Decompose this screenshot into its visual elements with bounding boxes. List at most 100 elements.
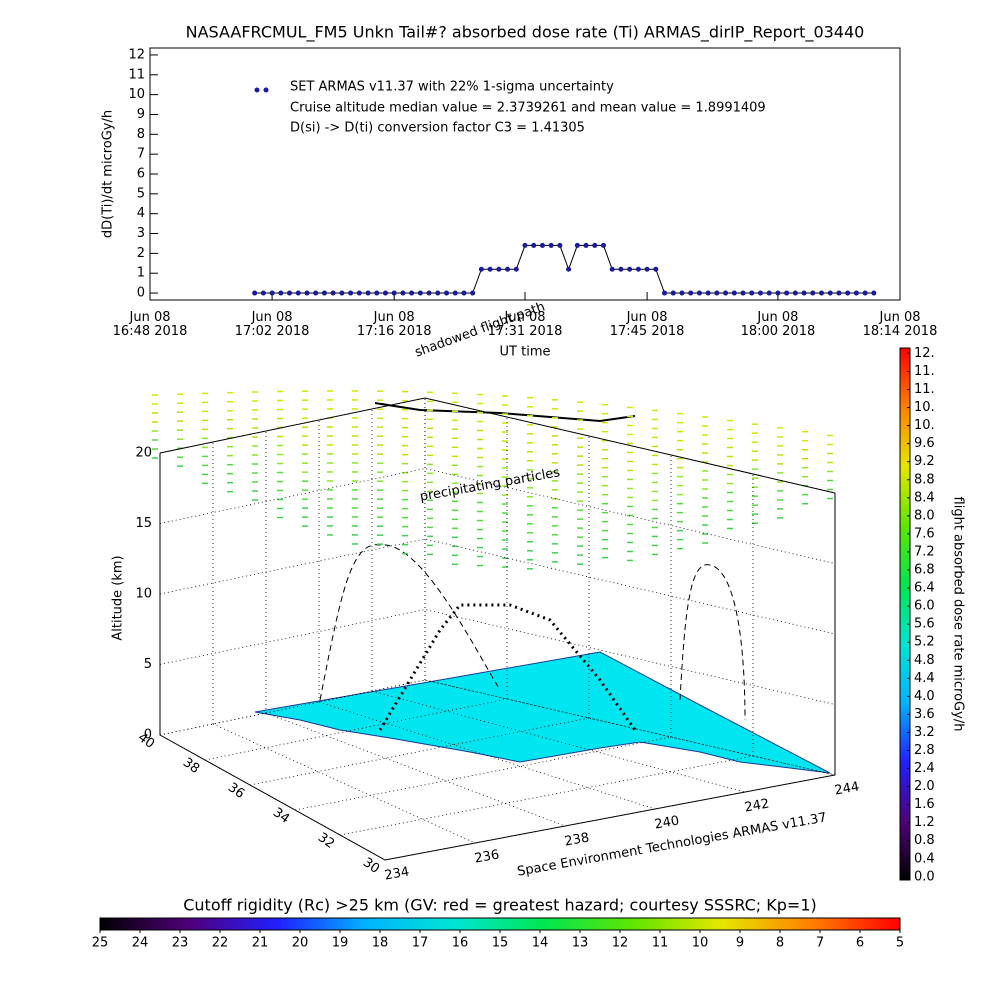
colorbar-tick-label: 9.6: [914, 436, 935, 451]
z-tick-label: 10: [135, 587, 152, 602]
data-point: [749, 290, 755, 296]
decoration: [152, 390, 833, 774]
data-point: [522, 242, 528, 248]
legend-note: Cruise altitude median value = 2.3739261…: [290, 101, 766, 116]
data-point: [644, 266, 650, 272]
data-point: [269, 290, 275, 296]
data-point: [731, 290, 737, 296]
y-tick-label: 5: [137, 186, 145, 201]
z-tick-label: 5: [144, 657, 152, 672]
x-tick-label: Jun 08 17:16 2018: [357, 310, 432, 339]
data-point: [836, 290, 842, 296]
colorbar-tick-label: 2.8: [914, 743, 935, 758]
data-point: [609, 266, 615, 272]
colorbar-tick-label: 7.2: [914, 544, 935, 559]
colorbar-tick-label: 6: [856, 936, 864, 951]
colorbar-tick-label: 0.4: [914, 851, 935, 866]
y-tick-label: 12: [128, 47, 145, 62]
colorbar-tick-label: 4.4: [914, 671, 935, 686]
data-point: [295, 290, 301, 296]
colorbar-tick-label: 3.2: [914, 725, 935, 740]
data-point: [435, 290, 441, 296]
lat-tick-label: 34: [270, 805, 292, 827]
colorbar-tick-label: 18: [372, 936, 389, 951]
x-axis-label: UT time: [500, 345, 551, 360]
colorbar-tick-label: 2.4: [914, 761, 935, 776]
colorbar-tick-label: 21: [252, 936, 269, 951]
data-point: [757, 290, 763, 296]
y-tick-label: 10: [128, 87, 145, 102]
colorbar-title: Cutoff rigidity (Rc) >25 km (GV: red = g…: [183, 896, 817, 915]
x-tick-label: Jun 08 17:45 2018: [610, 310, 685, 339]
data-point: [374, 290, 380, 296]
lat-tick-label: 38: [180, 755, 202, 777]
colorbar-tick-label: 2.0: [914, 779, 935, 794]
colorbar: [899, 347, 911, 881]
data-point: [566, 266, 572, 272]
y-tick-label: 8: [137, 127, 145, 142]
y-tick-label: 2: [137, 246, 145, 261]
colorbar-tick-label: 23: [172, 936, 189, 951]
colorbar-tick-label: 12: [612, 936, 629, 951]
annotation: precipitating particles: [419, 465, 562, 504]
colorbar-tick-label: 15: [492, 936, 509, 951]
y-tick-label: 11: [128, 67, 145, 82]
flight-path-top: [374, 402, 636, 423]
data-point: [487, 266, 493, 272]
colorbar-tick-label: 3.6: [914, 707, 935, 722]
y-tick-label: 9: [137, 107, 145, 122]
data-point: [845, 290, 851, 296]
data-point: [871, 290, 877, 296]
data-point: [574, 242, 580, 248]
data-point: [853, 290, 859, 296]
data-point: [696, 290, 702, 296]
colorbar-label: flight absorbed dose rate microGy/h: [951, 497, 966, 732]
data-point: [531, 242, 537, 248]
colorbar-tick-label: 10.: [914, 418, 935, 433]
x-tick-label: Jun 08 18:00 2018: [741, 310, 816, 339]
y-axis-label: dD(Ti)/dt microGy/h: [101, 110, 116, 238]
x-tick-label: Jun 08 17:31 2018: [488, 310, 563, 339]
data-point: [557, 242, 563, 248]
data-point: [278, 290, 284, 296]
data-point: [348, 290, 354, 296]
data-point: [784, 290, 790, 296]
data-point: [670, 290, 676, 296]
colorbar-tick-label: 0.8: [914, 833, 935, 848]
colorbar-tick-label: 19: [332, 936, 349, 951]
colorbar-tick-label: 8.0: [914, 508, 935, 523]
data-point: [426, 290, 432, 296]
colorbar-tick-label: 14: [532, 936, 549, 951]
y-tick-label: 0: [137, 286, 145, 301]
data-point: [862, 290, 868, 296]
lon-tick-label: 236: [473, 847, 500, 866]
colorbar-tick-label: 25: [92, 936, 109, 951]
data-point: [766, 290, 772, 296]
colorbar-tick-label: 5.6: [914, 617, 935, 632]
x-tick-label: Jun 08 16:48 2018: [113, 310, 188, 339]
data-point: [505, 266, 511, 272]
y-tick-label: 3: [137, 226, 145, 241]
data-point: [635, 266, 641, 272]
series-line: [254, 244, 874, 294]
legend-marker: [263, 87, 269, 93]
colorbar-tick-label: 9.2: [914, 454, 935, 469]
lat-tick-label: 36: [225, 780, 247, 802]
data-point: [417, 290, 423, 296]
lon-tick-label: 234: [383, 864, 410, 883]
data-point: [304, 290, 310, 296]
colorbar-tick-label: 12.: [914, 346, 935, 361]
colorbar-tick-label: 5: [896, 936, 904, 951]
data-point: [679, 290, 685, 296]
data-point: [444, 290, 450, 296]
colorbar-tick-label: 1.2: [914, 815, 935, 830]
lat-tick-label: 30: [360, 855, 382, 877]
z-tick-label: 20: [135, 446, 152, 461]
cutoff-surface: [254, 651, 831, 774]
lat-tick-label: 32: [315, 830, 337, 852]
data-point: [705, 290, 711, 296]
data-point: [801, 290, 807, 296]
colorbar-tick-label: 11.: [914, 364, 935, 379]
x-tick-label: Jun 08 18:14 2018: [863, 310, 938, 339]
z-axis-label: Altitude (km): [111, 555, 126, 640]
